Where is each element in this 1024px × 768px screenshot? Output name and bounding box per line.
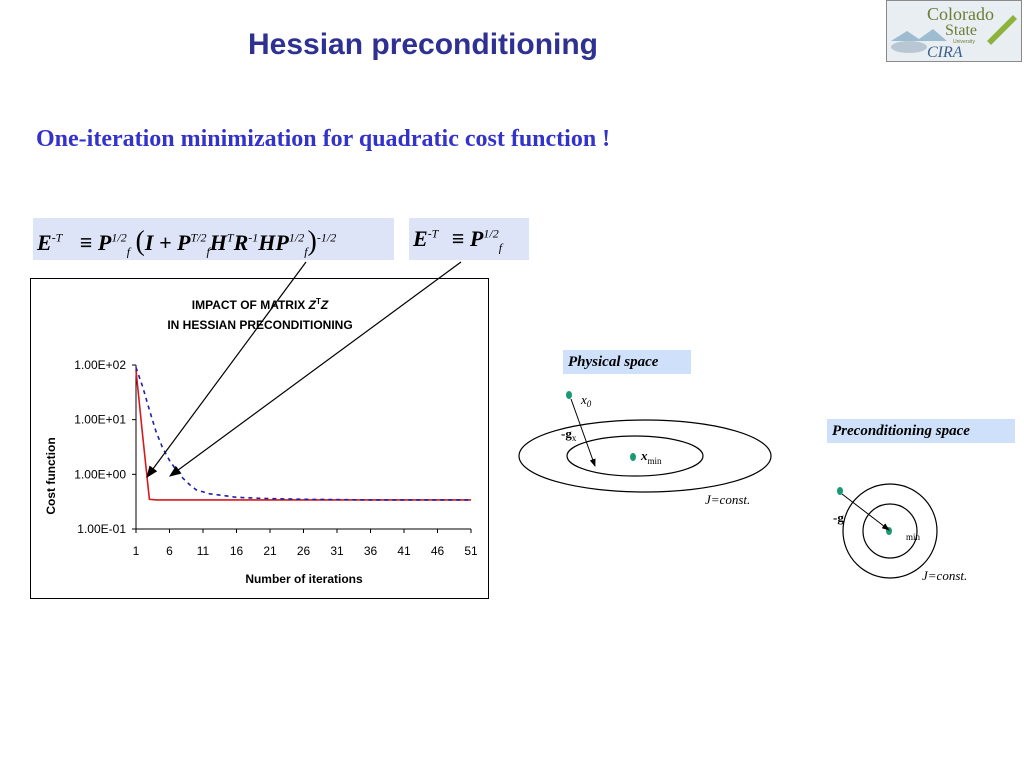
x-tick-label: 16 <box>230 544 244 558</box>
eq1-sub-p1: f <box>126 244 131 259</box>
inner-contour <box>566 435 704 477</box>
eq1-bracket-close: ) <box>307 226 317 257</box>
y-axis-label: Cost function <box>44 437 58 514</box>
x-tick-label: 1 <box>133 544 140 558</box>
eq1-sup-p1: 1/2 <box>111 230 127 245</box>
chart-title-line2: IN HESSIAN PRECONDITIONING <box>167 318 352 332</box>
x-tick-label: 31 <box>330 544 344 558</box>
eq1-sup-hp: 1/2 <box>288 230 305 245</box>
eq1-sup-h: T <box>226 230 234 245</box>
start-point <box>837 487 843 495</box>
logo-text-cira: CIRA <box>927 44 963 61</box>
j-const-label: J=const. <box>705 492 750 507</box>
chart-container: IMPACT OF MATRIX ZTZ IN HESSIAN PRECONDI… <box>30 278 489 599</box>
equation-simplified: E-T ≡ P1/2f <box>409 218 529 260</box>
x-tick-label: 36 <box>364 544 378 558</box>
series-line-solid <box>135 370 471 501</box>
chart-title-line1: IMPACT OF MATRIX ZTZ <box>192 297 329 312</box>
logo-text-state: State <box>945 22 977 39</box>
eq1-sup-e: -T <box>51 230 63 245</box>
x-tick-label: 41 <box>397 544 411 558</box>
logo-text-colorado: Colorado <box>927 4 994 24</box>
j-const-label-precond: J=const. <box>922 568 967 583</box>
x-tick-label: 51 <box>464 544 478 558</box>
outer-circle <box>842 483 938 579</box>
x-tick-label: 26 <box>297 544 311 558</box>
eq2-symbol-p: P <box>469 226 484 251</box>
y-tick-label: 1.00E+02 <box>74 358 126 372</box>
min-sub-label: min <box>906 532 921 542</box>
x-tick-label: 6 <box>166 544 173 558</box>
eq1-symbol-p1: P <box>97 230 112 255</box>
physical-space-label: Physical space <box>563 350 691 374</box>
x-axis-label: Number of iterations <box>245 572 363 586</box>
y-tick-label: 1.00E-01 <box>77 522 126 536</box>
x-tick-label: 46 <box>431 544 445 558</box>
y-tick-label: 1.00E+00 <box>74 467 126 481</box>
xmin-label: xmin <box>640 448 662 466</box>
chart-axes: 1.00E+021.00E+011.00E+001.00E-011 6 11 16 21… <box>74 358 478 558</box>
x-tick-label: 11 <box>197 544 210 558</box>
preconditioning-space-label: Preconditioning space <box>827 419 1015 443</box>
x0-point <box>566 391 572 399</box>
x-tick-label: 21 <box>263 544 277 558</box>
outer-contour <box>518 419 772 493</box>
eq1-symbol-e: E <box>37 230 52 255</box>
eq1-symbol-h: H <box>209 230 227 255</box>
preconditioning-space-diagram: -g min J=const. <box>833 483 967 583</box>
chart-series <box>135 367 471 501</box>
eq1-bracket-open: ( <box>135 226 145 257</box>
y-tick-label: 1.00E+01 <box>74 413 126 427</box>
eq1-sup-tail: -1/2 <box>316 230 337 245</box>
slide-title: Hessian preconditioning <box>247 28 599 61</box>
eq1-sub-hp: f <box>304 244 308 259</box>
gradient-label-precond: -g <box>833 510 844 525</box>
xmin-point <box>630 453 636 461</box>
gradient-arrow <box>570 398 596 467</box>
series-line-dashed <box>135 367 471 501</box>
eq1-symbol-r: R <box>233 230 249 255</box>
eq1-sup-r: -1 <box>248 230 259 245</box>
gradient-arrow-precond <box>841 493 890 531</box>
eq1-symbol-p2: P <box>176 230 191 255</box>
eq2-sub-p: f <box>498 240 503 255</box>
eq2-symbol-e: E <box>413 226 428 251</box>
eq1-sub-p2: f <box>206 244 210 259</box>
eq1-symbol-hp: HP <box>258 230 289 255</box>
eq2-sup-e: -T <box>427 226 439 241</box>
physical-space-diagram: x0 -gx xmin J=const. <box>518 391 772 507</box>
cost-function-chart: IMPACT OF MATRIX ZTZ IN HESSIAN PRECONDI… <box>44 297 478 586</box>
slide-subtitle: One-iteration minimization for quadratic… <box>36 126 611 152</box>
inner-circle <box>862 503 918 559</box>
csu-cira-logo: Colorado State University CIRA <box>886 0 1022 62</box>
eq1-plus: + <box>158 230 172 255</box>
gradient-label: -gx <box>561 426 577 443</box>
eq1-symbol-i: I <box>144 230 154 255</box>
logo-text-university: University <box>953 39 975 45</box>
x0-label: x0 <box>580 392 592 409</box>
eq2-sup-p: 1/2 <box>483 226 499 241</box>
eq1-sup-p2: T/2 <box>190 230 207 245</box>
equation-hessian-full: E-T ≡ P1/2f (I + PT/2fHTR-1HP1/2f)-1/2 <box>33 218 394 260</box>
